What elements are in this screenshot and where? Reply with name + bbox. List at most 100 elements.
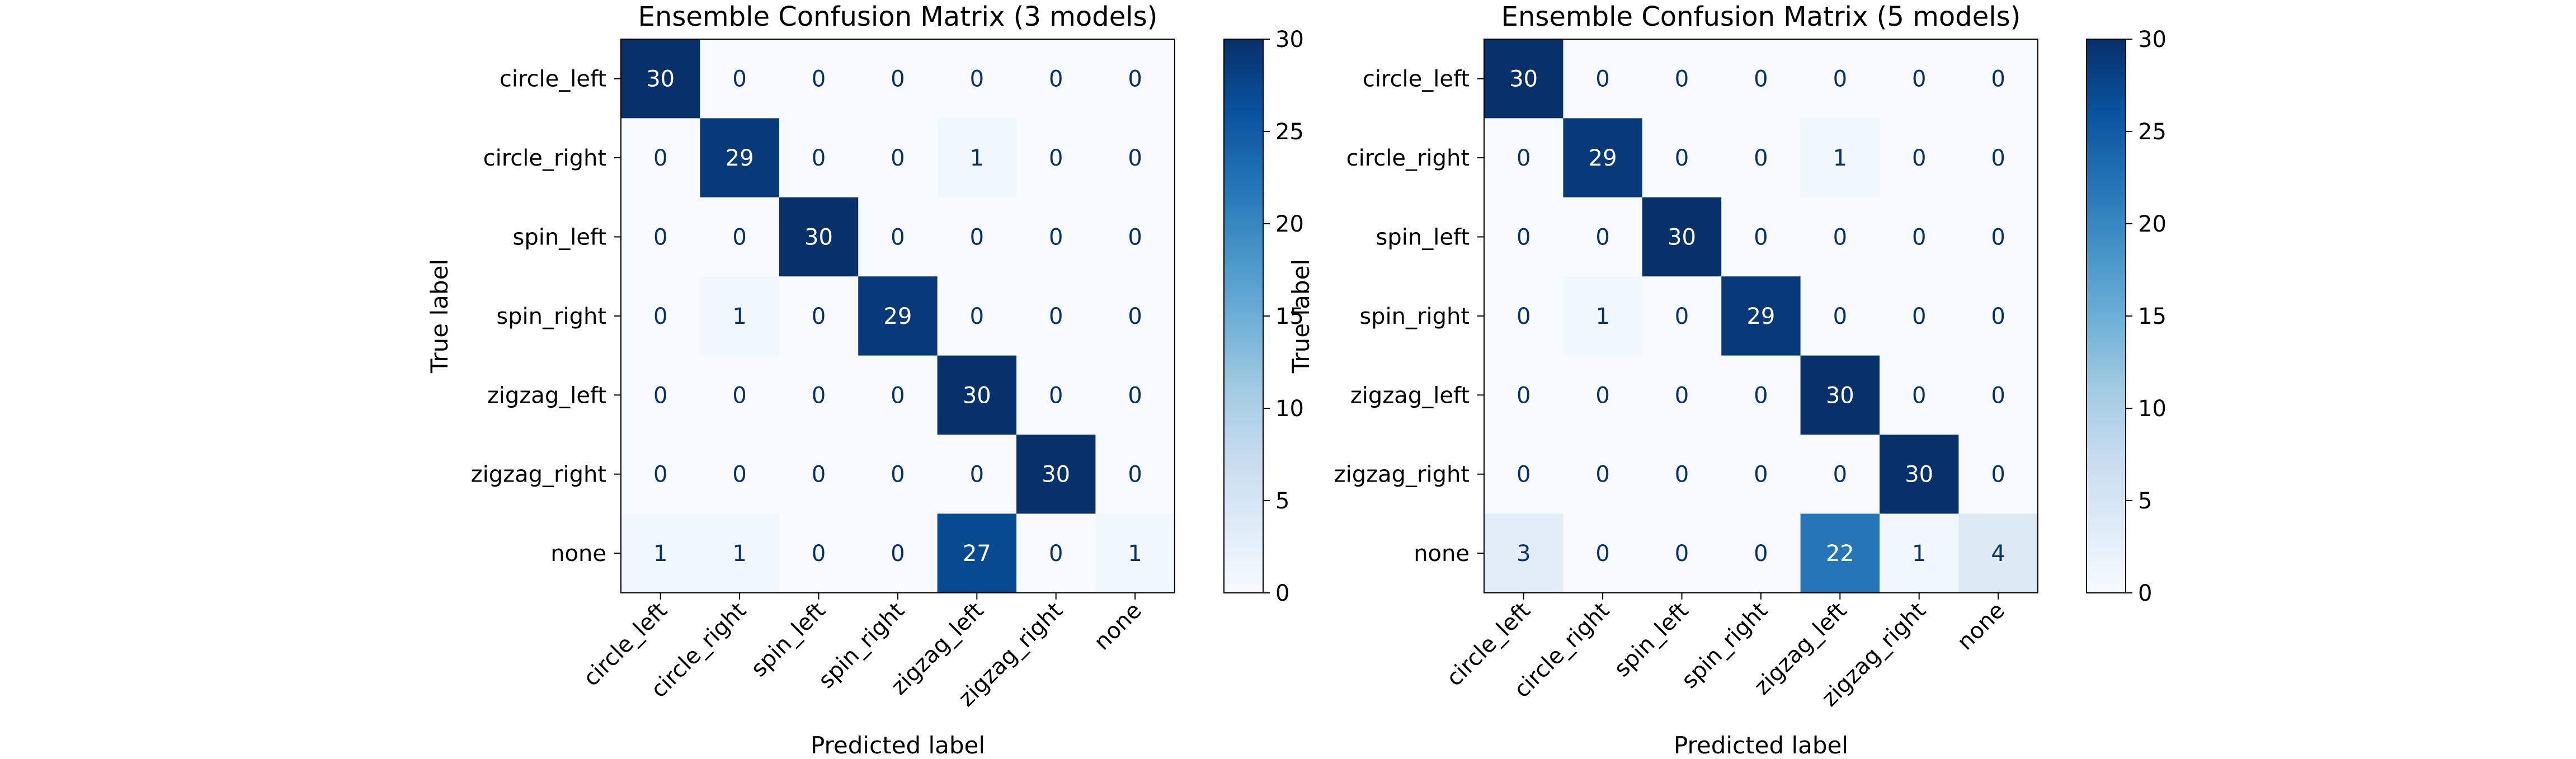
- cell-value: 30: [1905, 462, 1933, 488]
- x-tick-label: none: [1089, 597, 1147, 655]
- cell-value: 29: [883, 304, 912, 329]
- matrix-cell: [621, 39, 700, 119]
- cell-value: 1: [970, 145, 984, 171]
- cell-value: 0: [1991, 304, 2005, 329]
- cell-value: 30: [963, 383, 991, 408]
- colorbar-tick-label: 0: [2138, 581, 2152, 606]
- matrix-cell: [621, 197, 700, 277]
- matrix-cell: [1484, 276, 1564, 356]
- cell-value: 0: [1128, 225, 1142, 251]
- cell-value: 0: [970, 225, 984, 251]
- matrix-cell: [779, 118, 859, 198]
- cell-value: 30: [1509, 67, 1538, 92]
- matrix-cell: [858, 118, 938, 198]
- cell-value: 29: [726, 145, 754, 171]
- y-tick-label: none: [1414, 541, 1470, 567]
- matrix-cell: [1016, 39, 1096, 119]
- matrix-cell: [621, 355, 700, 435]
- matrix-cell: [1721, 435, 1801, 514]
- y-tick-label: zigzag_left: [487, 383, 606, 408]
- cell-value: 0: [891, 541, 905, 567]
- matrix-cell: [779, 435, 859, 514]
- matrix-cell: [858, 39, 938, 119]
- colorbar-tick-label: 15: [1275, 304, 1304, 329]
- cell-value: 0: [1517, 462, 1530, 488]
- cell-value: 29: [1589, 145, 1617, 171]
- matrix-cell: [1721, 197, 1801, 277]
- colorbar-tick-label: 20: [1275, 211, 1304, 237]
- x-tick-label: none: [1952, 597, 2010, 655]
- cell-value: 27: [963, 541, 991, 567]
- x-tick-labels: circle_leftcircle_rightspin_leftspin_rig…: [1442, 592, 2010, 711]
- colorbar-tick-label: 25: [1275, 119, 1304, 145]
- matrix-cell: [700, 276, 780, 356]
- cell-value: 0: [1049, 304, 1063, 329]
- matrix-cell: [937, 39, 1017, 119]
- matrix-cell: [1016, 118, 1096, 198]
- matrix-cell: [858, 513, 938, 593]
- y-tick-label: zigzag_right: [471, 462, 606, 488]
- cell-value: 0: [653, 225, 667, 251]
- cell-value: 0: [812, 304, 826, 329]
- matrix-cell: [1800, 513, 1880, 593]
- matrix-cell: [1642, 513, 1722, 593]
- matrix-cell: [1800, 118, 1880, 198]
- matrix-cell: [858, 355, 938, 435]
- matrix-cell: [858, 435, 938, 514]
- cell-value: 0: [1754, 541, 1768, 567]
- matrix-cell: [1958, 118, 2038, 198]
- matrix-cell: [1880, 435, 1959, 514]
- colorbar-tick-label: 5: [1275, 488, 1289, 514]
- cell-value: 0: [1991, 145, 2005, 171]
- cell-grid: 30 0 0 0 0 0 0 0 29 0 0 1 0 0 0 0 30 0 0 0 0 0 1 0 29 0 0 0 0 0 0 0 30 0 0…: [620, 39, 1175, 593]
- matrix-cell: [1016, 276, 1096, 356]
- cell-value: 0: [1675, 145, 1689, 171]
- cell-value: 4: [1991, 541, 2005, 567]
- cell-value: 0: [1991, 225, 2005, 251]
- cell-value: 3: [1517, 541, 1530, 567]
- matrix-cell: [1958, 276, 2038, 356]
- matrix-cell: [779, 276, 859, 356]
- matrix-cell: [1642, 276, 1722, 356]
- matrix-cell: [1958, 513, 2038, 593]
- y-tick-label: zigzag_right: [1334, 462, 1470, 488]
- y-tick-label: spin_right: [496, 304, 606, 329]
- matrix-cell: [1958, 197, 2038, 277]
- matrix-cell: [1642, 435, 1722, 514]
- colorbar-tick-label: 5: [2138, 488, 2152, 514]
- cell-value: 0: [1128, 67, 1142, 92]
- colorbar-tick-label: 10: [1275, 396, 1304, 422]
- cell-value: 0: [653, 383, 667, 408]
- colorbar-tick-label: 30: [2138, 27, 2167, 53]
- matrix-cell: [1800, 276, 1880, 356]
- matrix-cell: [1642, 355, 1722, 435]
- matrix-cell: [1721, 39, 1801, 119]
- colorbar-tick-label: 20: [2138, 211, 2167, 237]
- cell-value: 30: [804, 225, 833, 251]
- y-tick-label: circle_left: [1363, 67, 1470, 92]
- matrix-cell: [1800, 355, 1880, 435]
- matrix-cell: [937, 355, 1017, 435]
- matrix-cell: [1016, 197, 1096, 277]
- cell-value: 0: [812, 462, 826, 488]
- chart-title: Ensemble Confusion Matrix (3 models): [638, 1, 1158, 32]
- cell-value: 0: [1128, 383, 1142, 408]
- cell-value: 0: [1991, 67, 2005, 92]
- cell-value: 1: [653, 541, 667, 567]
- cell-value: 0: [732, 383, 746, 408]
- x-axis-label: Predicted label: [1674, 732, 1848, 759]
- cell-value: 30: [1042, 462, 1070, 488]
- y-tick-label: circle_right: [1346, 145, 1470, 171]
- matrix-cell: [1563, 197, 1643, 277]
- cell-value: 0: [1833, 225, 1847, 251]
- cell-value: 0: [812, 67, 826, 92]
- colorbar-ticks: 0 5 10 15 20 25 30: [1263, 27, 1304, 606]
- cell-value: 0: [1675, 67, 1689, 92]
- cell-value: 0: [970, 304, 984, 329]
- matrix-cell: [779, 197, 859, 277]
- cell-value: 1: [1128, 541, 1142, 567]
- matrix-cell: [1563, 355, 1643, 435]
- matrix-panel-3-models: Ensemble Confusion Matrix (3 models) 30 0…: [426, 1, 1304, 759]
- matrix-cell: [1095, 355, 1175, 435]
- matrix-cell: [700, 197, 780, 277]
